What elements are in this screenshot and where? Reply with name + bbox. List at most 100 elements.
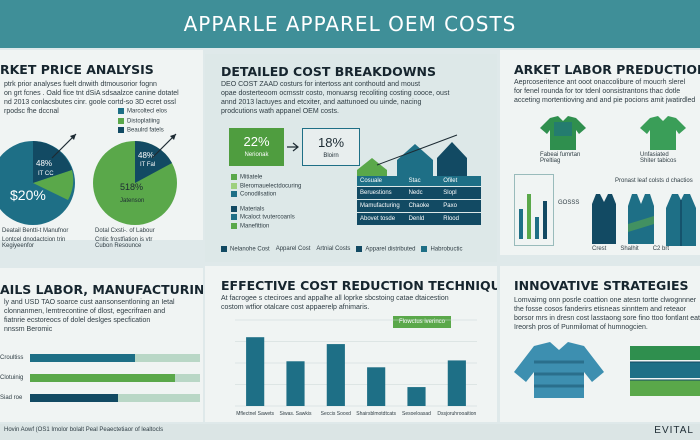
x-tick-label: Dssjoruhrooaition <box>437 411 476 417</box>
legend-swatch <box>231 191 237 198</box>
bar-fill <box>30 374 175 382</box>
arrow-icon <box>51 133 77 159</box>
jacket-icon <box>666 194 696 246</box>
x-tick-label: Sesoeloasad <box>402 411 431 417</box>
innovative-title: INNOVATIVE STRATEGIES <box>514 278 689 293</box>
chart-bar <box>326 344 345 406</box>
pie-left-caption: Deatail Bentti-t Manufnor <box>2 228 69 234</box>
stat-box-1: 22% Nerionak <box>229 128 284 166</box>
labor-text: Aeprcoseritence ant ooot onaccolibure of… <box>514 79 696 104</box>
market-price-panel: RKET PRICE ANALYSIS ptrk prior analyses … <box>0 50 203 240</box>
labor-bar-caption: GOSSS <box>558 200 580 206</box>
x-tick-label: Seccis Sooxd <box>321 411 352 417</box>
legend-swatch <box>231 182 237 189</box>
chart-bar <box>246 337 265 406</box>
pie-big-label: $20% <box>10 187 46 203</box>
pie-slice <box>33 141 72 183</box>
legend-swatch <box>356 246 363 252</box>
innovative-text: Lomvairng onn posrle coattion one atesn … <box>514 297 700 331</box>
mini-bar <box>535 217 539 239</box>
vest-icon <box>592 194 616 244</box>
pie-right-caption: Dotal Cxsti-. of Labour <box>95 228 155 234</box>
pie-sub-label: IT CC <box>38 171 54 177</box>
manufacturing-title: AILS LABOR, MANUFACTURING <box>0 282 203 297</box>
table-row: Beruestions Nedc Slopl <box>357 186 481 199</box>
arrow-right-icon <box>287 142 299 152</box>
pie-slice <box>33 170 74 200</box>
footer: Hovin Aowf (OS1 Imolor bolalt Peal Peaec… <box>0 424 700 440</box>
labor-bar-title: Pronast leaf colsts d chactios <box>615 178 693 184</box>
bar-row: Clotuinig <box>0 368 200 388</box>
labor-panel: ARKET LABOR PREDUCTION Aeprcoseritence a… <box>500 50 700 255</box>
fabric-stack-icon <box>630 346 700 396</box>
manufacturing-panel: AILS LABOR, MANUFACTURING ly and USD TAO… <box>0 268 203 422</box>
legend-swatch <box>231 174 237 180</box>
page-title: APPARLE APPAREL OEM COSTS <box>183 12 517 36</box>
legend-swatch <box>118 127 124 134</box>
reduction-callout: Flowctus iverinco <box>393 316 452 328</box>
shirt-icon <box>640 116 686 150</box>
breakdowns-title: DETAILED COST BREAKDOWNS <box>221 64 437 79</box>
manufacturing-text: ly and USD TAO soarce cust aansonsentlon… <box>4 299 175 333</box>
breakdowns-table: Cosuale Stac Ofilet Beruestions Nedc Slo… <box>357 176 481 225</box>
x-tick-label: Shairsblmotdtcats <box>356 411 396 417</box>
mini-bar <box>543 201 547 239</box>
table-header: Cosuale Stac Ofilet <box>357 176 481 186</box>
market-price-legend: Marcoltecl elos Distoplatiing Beaulrd fa… <box>118 108 167 134</box>
bar-row: Croultiss <box>0 348 200 368</box>
legend-swatch <box>421 246 428 252</box>
garment-label-right: Unfasiated Shiter tabicos <box>640 152 677 164</box>
breakdowns-text: DEO COST ZAAD costurs for intertoss ant … <box>221 81 450 115</box>
chart-bar <box>407 387 426 406</box>
legend-swatch <box>231 205 237 212</box>
bar-fill <box>30 394 119 402</box>
reduction-panel: EFFECTIVE COST REDUCTION TECHNIQUES At f… <box>205 266 497 422</box>
table-row: Abovet tosde Denld Rlood <box>357 212 481 225</box>
breakdowns-legend: Mitiatele Bleromauelectdocuring Conodils… <box>231 174 301 229</box>
legend-swatch <box>118 117 124 124</box>
x-tick-label: Mflectnel Sawets <box>236 411 274 417</box>
bar-fill <box>30 354 136 362</box>
reduction-text: At facrogee s cteciroes and appalhe all … <box>221 295 449 311</box>
legend-swatch <box>118 108 124 114</box>
market-price-text: ptrk prior analyses fuelt dnwith dtmouso… <box>4 81 179 115</box>
page-header: APPARLE APPAREL OEM COSTS <box>0 0 700 48</box>
chart-bar <box>286 361 305 406</box>
pie-bottom-label: Jatenson <box>120 198 144 204</box>
tank-top-icon <box>628 194 654 244</box>
chart-bar <box>367 367 386 406</box>
labor-title: ARKET LABOR PREDUCTION <box>514 62 700 77</box>
table-row: Mamufacturing Chaoke Paxo <box>357 199 481 212</box>
arrow-icon <box>151 133 177 159</box>
chart-bar <box>447 360 466 406</box>
pie-inner-label: 48% <box>36 159 52 168</box>
legend-swatch <box>231 214 237 221</box>
mini-bar <box>519 209 523 239</box>
labor-bar-labels: Crest Shalhit C2 brt <box>592 246 670 252</box>
pie-mid-label: 518% <box>120 182 143 192</box>
pie-chart-right: 48% IT Fal 518% Jatenson <box>93 140 177 225</box>
x-tick-label: Siwas. Sawkis <box>280 411 312 417</box>
sweater-icon <box>514 342 604 398</box>
reduction-bar-chart: Mflectnel Sawets Siwas. Sawkis Seccis Soox… <box>235 319 477 417</box>
tshirt-icon <box>540 116 586 150</box>
mini-bar <box>527 194 531 239</box>
breakdowns-bottom-legend: Nelanohe Cost Apparel Cost Artnial Costs… <box>221 246 462 253</box>
reduction-title: EFFECTIVE COST REDUCTION TECHNIQUES <box>221 278 497 293</box>
pie-chart-left: 48% IT CC $20% <box>0 141 75 225</box>
breakdowns-panel: DETAILED COST BREAKDOWNS DEO COST ZAAD c… <box>205 54 497 262</box>
cost-houses-illustration <box>357 134 467 180</box>
pie-inner-label: 48% <box>138 151 154 160</box>
manufacturing-bars: Croultiss Clotuinig Siad roe <box>0 348 200 408</box>
bar-row: Siad roe <box>0 388 200 408</box>
market-price-title: RKET PRICE ANALYSIS <box>0 62 154 77</box>
pie-slice <box>135 140 172 183</box>
labor-mini-chart <box>514 174 554 246</box>
stat-box-2: 18% Bloirn <box>302 128 360 166</box>
pie-sub-label: IT Fal <box>140 162 155 168</box>
footer-brand: EVITAL <box>654 425 694 436</box>
legend-swatch <box>221 246 227 252</box>
garment-label-left: Fabeai fumrtan Preltiag <box>540 152 581 164</box>
footer-note: Hovin Aowf (OS1 Imolor bolalt Peal Peaec… <box>4 427 164 433</box>
legend-swatch <box>231 222 237 229</box>
